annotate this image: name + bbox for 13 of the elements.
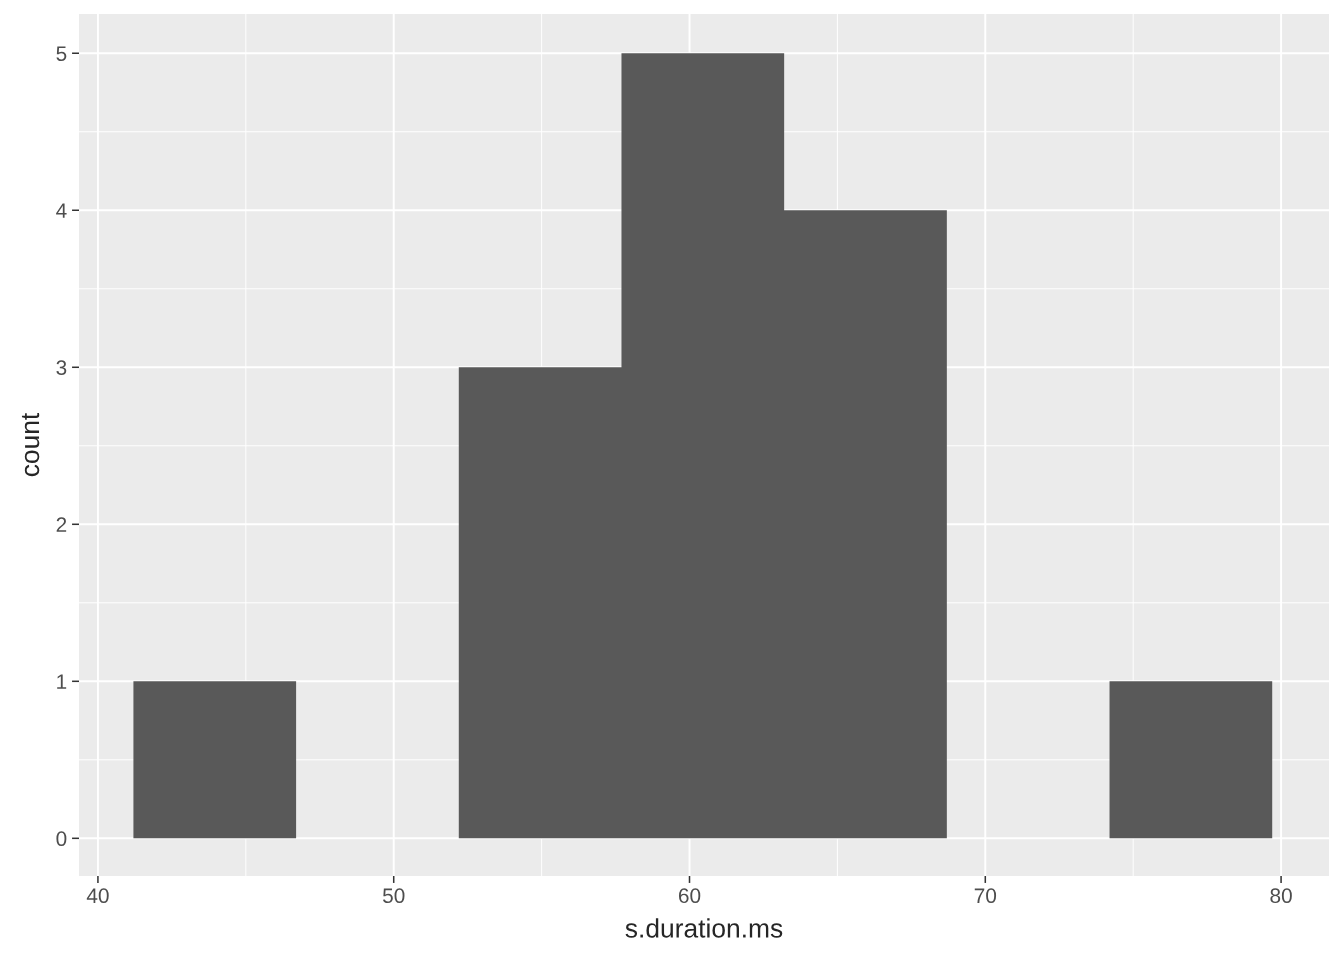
y-tick-label: 4 xyxy=(56,203,67,218)
y-tick-label: 5 xyxy=(56,46,67,62)
x-tick-label: 60 xyxy=(678,888,701,904)
y-tick-label: 2 xyxy=(56,517,67,532)
x-tick-label: 80 xyxy=(1270,888,1292,904)
x-tick-label: 40 xyxy=(86,888,109,904)
y-axis-title: count xyxy=(21,412,40,477)
y-tick-label: 3 xyxy=(56,360,67,376)
x-tick-label: 70 xyxy=(974,888,997,904)
y-tick-label: 1 xyxy=(57,674,67,689)
x-axis-title: s.duration.ms xyxy=(625,918,783,938)
x-tick-label: 50 xyxy=(382,888,405,904)
y-tick-label: 0 xyxy=(56,831,67,847)
